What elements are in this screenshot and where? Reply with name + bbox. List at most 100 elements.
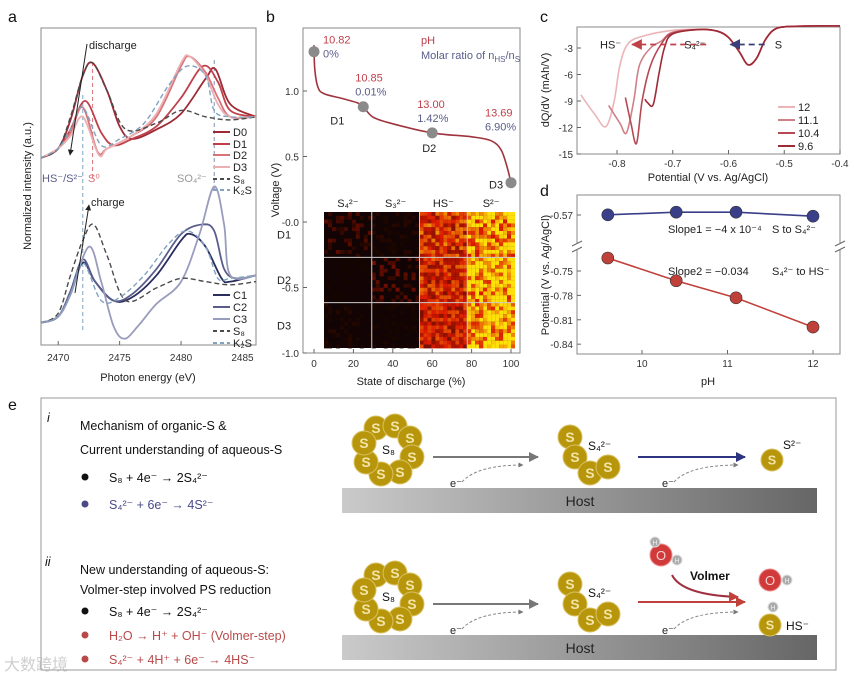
heatmap-pixel (395, 325, 400, 330)
heatmap-pixel (423, 336, 428, 341)
heatmap-pixel (499, 215, 504, 220)
heatmap-pixel (423, 280, 428, 284)
marker-ratio-value: 0.01% (355, 87, 386, 99)
heatmap-pixel (463, 242, 468, 247)
heatmap-pixel (507, 280, 512, 284)
legend-label: C3 (233, 314, 247, 326)
heatmap-pixel (423, 314, 428, 318)
heatmap-pixel (467, 336, 472, 341)
heatmap-pixel (475, 212, 480, 216)
heatmap-pixel (459, 227, 464, 232)
x-axis-label: pH (701, 376, 715, 388)
heatmap-pixel (387, 234, 392, 239)
heatmap-pixel (399, 234, 404, 239)
heatmap-pixel (487, 283, 492, 288)
heatmap-pixel (447, 317, 452, 322)
heatmap-pixel (475, 314, 480, 318)
data-point (601, 208, 615, 222)
heatmap-pixel (431, 340, 436, 345)
y-tick-label: 0.5 (285, 153, 299, 164)
oxygen-atom (649, 543, 673, 567)
s4-label: S₄²⁻ (684, 39, 705, 51)
heatmap-pixel (499, 321, 504, 326)
heatmap-pixel (431, 276, 436, 281)
legend-label: D1 (233, 139, 247, 151)
heatmap-pixel (483, 261, 488, 265)
heatmap-pixel (403, 295, 408, 300)
heatmap-pixel (467, 246, 472, 251)
heatmap-pixel (403, 325, 408, 330)
heatmap-pixel (332, 333, 336, 337)
heatmap-pixel (479, 250, 484, 254)
s8-label: S₈ (382, 590, 395, 604)
heatmap-pixel (495, 261, 500, 265)
heatmap-column-header: S₃²⁻ (385, 198, 406, 210)
heatmap-column-header: HS⁻ (433, 198, 454, 210)
heatmap-pixel (332, 238, 336, 243)
heatmap-pixel (507, 291, 512, 296)
heatmap-pixel (395, 268, 400, 273)
y-tick-label: -9 (564, 97, 573, 108)
bullet-black (81, 473, 89, 481)
heatmap-pixel (439, 310, 444, 315)
sulfur-ball (595, 454, 621, 480)
heatmap-pixel (387, 287, 392, 292)
heatmap-pixel (347, 212, 352, 216)
heatmap-pixel (511, 280, 515, 284)
heatmap-pixel (507, 250, 512, 254)
heatmap-pixel (423, 321, 428, 326)
heatmap-pixel (403, 212, 408, 216)
heatmap-pixel (371, 215, 376, 220)
heatmap-pixel (347, 333, 352, 337)
heatmap-pixel (451, 223, 456, 228)
heatmap-pixel (471, 291, 476, 296)
heatmap-pixel (435, 299, 440, 303)
heatmap-pixel (499, 283, 504, 288)
heatmap-pixel (455, 246, 460, 251)
heatmap-pixel (419, 310, 424, 315)
sulfur-atom: S (351, 430, 377, 456)
heatmap-pixel (487, 302, 492, 307)
heatmap-pixel (503, 242, 508, 247)
sulfur-symbol: S (603, 607, 612, 622)
heatmap-pixel (511, 299, 515, 303)
charge-arrow (74, 204, 92, 294)
heatmap-pixel (475, 253, 480, 258)
heatmap-pixel (335, 291, 340, 296)
heatmap-pixel (491, 250, 496, 254)
heatmap-pixel (419, 287, 424, 292)
heatmap-pixel (459, 261, 464, 265)
heatmap-pixel (507, 333, 512, 337)
heatmap-pixel (371, 261, 376, 265)
heatmap-pixel (427, 253, 432, 258)
heatmap-pixel (491, 299, 496, 303)
heatmap-pixel (463, 257, 468, 262)
heatmap-pixel (443, 314, 448, 318)
heatmap-pixel (467, 257, 472, 262)
heatmap-pixel (435, 340, 440, 345)
heatmap-pixel (435, 329, 440, 334)
heatmap-pixel (431, 291, 436, 296)
heatmap-pixel (447, 223, 452, 228)
heatmap-pixel (355, 227, 360, 232)
heatmap-pixel (387, 238, 392, 243)
sulfur-atom: S (562, 444, 588, 470)
heatmap-pixel (427, 302, 432, 307)
heatmap-pixel (447, 333, 452, 337)
heatmap-pixel (379, 264, 384, 269)
heatmap-pixel (483, 231, 488, 235)
heatmap-pixel (479, 291, 484, 296)
heatmap-pixel (443, 234, 448, 239)
sulfur-symbol: S (405, 578, 414, 593)
heatmap-pixel (463, 295, 468, 300)
heatmap-pixel (391, 336, 396, 341)
heatmap-pixel (435, 295, 440, 300)
panel-label-d: d (540, 183, 549, 200)
sulfur-symbol: S (376, 467, 385, 482)
heatmap-pixel (503, 257, 508, 262)
heatmap-pixel (483, 302, 488, 307)
heatmap-pixel (431, 238, 436, 243)
heatmap-pixel (491, 329, 496, 334)
heatmap-pixel (483, 238, 488, 243)
heatmap-pixel (499, 280, 504, 284)
